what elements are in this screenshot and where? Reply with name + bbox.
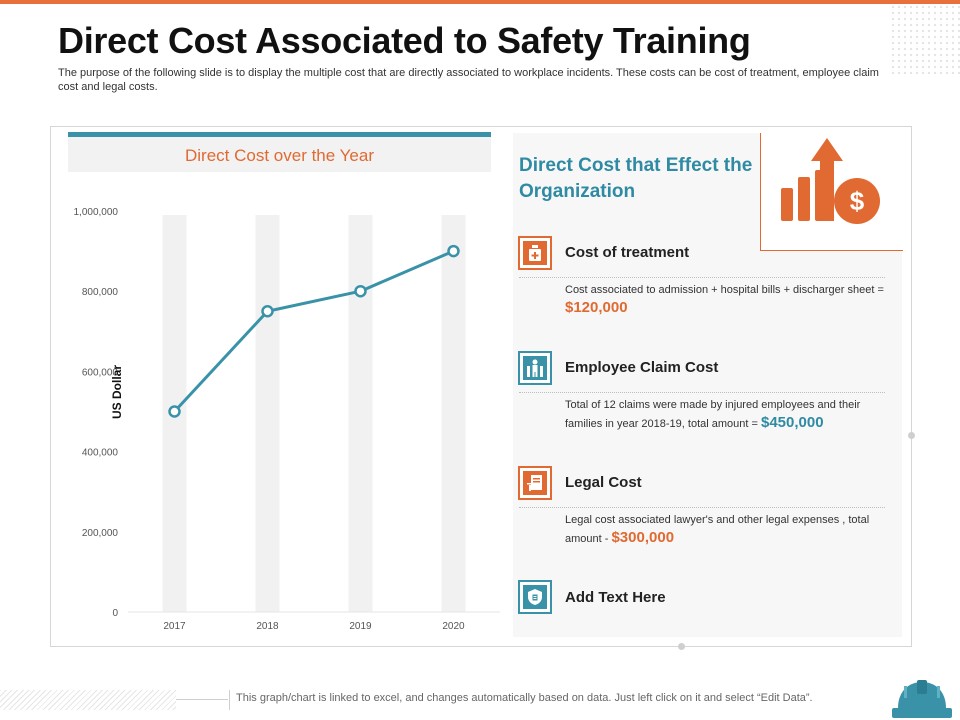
data-point: [261, 305, 274, 318]
cost-item-title[interactable]: Add Text Here: [565, 589, 666, 606]
cost-item-text: Total of 12 claims were made by injured …: [565, 399, 861, 430]
cost-amount: $120,000: [565, 299, 628, 316]
svg-text:$: $: [850, 186, 865, 216]
y-tick-label: 0: [112, 608, 118, 619]
header-icon-box: $: [760, 133, 903, 251]
category-band: [441, 215, 466, 612]
data-point: [168, 405, 181, 418]
page-title: Direct Cost Associated to Safety Trainin…: [58, 20, 751, 61]
cost-item-title: Legal Cost: [565, 474, 642, 491]
y-tick-label: 400,000: [82, 448, 119, 459]
medicine-icon: [518, 236, 552, 270]
cost-item-title: Employee Claim Cost: [565, 359, 719, 376]
footer-line: [176, 699, 228, 700]
connector-dot: [678, 643, 685, 650]
footer-note: This graph/chart is linked to excel, and…: [236, 692, 813, 704]
cost-amount: $300,000: [611, 529, 675, 546]
y-tick-label: 1,000,000: [74, 207, 119, 218]
cost-item-description: Cost associated to admission + hospital …: [565, 282, 895, 318]
connector-dot: [908, 432, 915, 439]
chart-header: Direct Cost over the Year: [68, 132, 491, 172]
divider: [519, 507, 885, 508]
cost-item-text: Cost associated to admission + hospital …: [565, 284, 884, 296]
decorative-dot-texture: [890, 4, 960, 74]
top-accent-bar: [0, 0, 960, 4]
cost-item-text: Legal cost associated lawyer's and other…: [565, 514, 870, 545]
data-point: [447, 244, 460, 258]
divider: [519, 392, 885, 393]
panel-title: Direct Cost that Effect the Organization: [519, 155, 753, 202]
y-tick-label: 800,000: [82, 287, 119, 298]
shield-document-icon: [518, 580, 552, 614]
safety-helmet-icon: [892, 680, 952, 718]
x-tick-label: 2017: [163, 621, 186, 632]
y-tick-label: 600,000: [82, 367, 119, 378]
footer-separator: [229, 690, 230, 710]
series-line: [173, 249, 455, 413]
data-point: [354, 284, 367, 298]
line-chart[interactable]: 0 200,000 400,000 600,000 800,000 1,000,000 2…: [50, 180, 500, 640]
y-tick-label: 200,000: [82, 528, 119, 539]
category-band: [348, 215, 373, 612]
x-tick-label: 2018: [256, 621, 279, 632]
x-tick-label: 2020: [442, 621, 465, 632]
page-subtitle: The purpose of the following slide is to…: [58, 67, 879, 93]
y-axis-label: US Dollar: [110, 365, 124, 419]
growth-chart-dollar-icon: $: [781, 138, 880, 224]
x-tick-label: 2019: [349, 621, 372, 632]
divider: [519, 277, 885, 278]
category-band: [255, 215, 280, 612]
chart-title: Direct Cost over the Year: [185, 146, 374, 165]
cost-item-description: Legal cost associated lawyer's and other…: [565, 512, 895, 548]
footer-hatch: [0, 690, 176, 710]
injured-worker-icon: [518, 351, 552, 385]
cost-item-description: Total of 12 claims were made by injured …: [565, 397, 895, 433]
cost-item-title: Cost of treatment: [565, 244, 690, 261]
legal-document-icon: [518, 466, 552, 500]
cost-amount: $450,000: [760, 414, 824, 431]
